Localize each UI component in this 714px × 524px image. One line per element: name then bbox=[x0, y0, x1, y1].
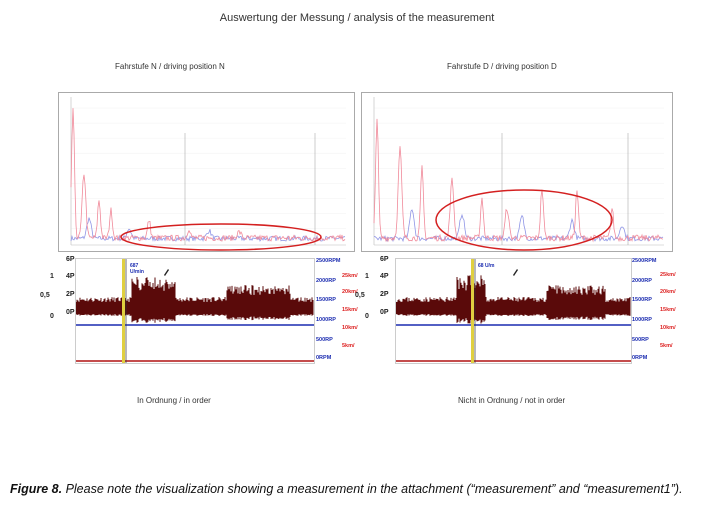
left-waveform-plot bbox=[76, 259, 314, 363]
left-waveform-panel: 687 U/min bbox=[75, 258, 315, 364]
left-marker-label: 687 U/min bbox=[130, 263, 144, 275]
pen-icon bbox=[164, 269, 169, 276]
speed-label: 20km/ bbox=[342, 289, 358, 295]
outer-axis-label: 0 bbox=[50, 313, 54, 320]
rpm-label: 1500RP bbox=[632, 297, 652, 303]
speed-label: 20km/ bbox=[660, 289, 676, 295]
right-status: Nicht in Ordnung / not in order bbox=[458, 396, 566, 405]
speed-label: 5km/ bbox=[660, 343, 673, 349]
rpm-label: 1000RP bbox=[632, 317, 652, 323]
rpm-label: 500RP bbox=[632, 337, 649, 343]
outer-axis-label: 0 bbox=[365, 313, 369, 320]
speed-label: 15km/ bbox=[660, 307, 676, 313]
speed-label: 25km/ bbox=[342, 273, 358, 279]
cursor-marker bbox=[471, 259, 474, 363]
rpm-label: 500RP bbox=[316, 337, 333, 343]
rpm-label: 2000RP bbox=[316, 278, 336, 284]
right-spectrum-plot bbox=[373, 97, 664, 251]
outer-axis-label: 0,5 bbox=[40, 292, 50, 299]
left-spectrum-plot bbox=[70, 97, 346, 251]
left-axis-label: 2P bbox=[66, 291, 75, 298]
rpm-label: 1000RP bbox=[316, 317, 336, 323]
rpm-label: 2500RPM bbox=[632, 258, 657, 264]
speed-label: 25km/ bbox=[660, 272, 676, 278]
outer-axis-label: 0,5 bbox=[355, 292, 365, 299]
left-axis-label: 6P bbox=[380, 256, 389, 263]
left-spectrum-panel bbox=[58, 92, 355, 252]
pen-icon bbox=[513, 269, 518, 276]
speed-label: 10km/ bbox=[342, 325, 358, 331]
spectrum-trace bbox=[373, 209, 664, 243]
speed-label: 5km/ bbox=[342, 343, 355, 349]
speed-label: 15km/ bbox=[342, 307, 358, 313]
rpm-label: 2500RPM bbox=[316, 258, 341, 264]
highlight-ellipse bbox=[120, 223, 322, 251]
highlight-ellipse bbox=[435, 189, 613, 251]
rpm-label: 0RPM bbox=[316, 355, 332, 361]
right-heading: Fahrstufe D / driving position D bbox=[447, 62, 557, 71]
figure-caption: Figure 8. Please note the visualization … bbox=[10, 480, 710, 498]
left-axis-label: 0P bbox=[66, 309, 75, 316]
figure-label: Figure 8. bbox=[10, 482, 63, 496]
right-waveform-plot bbox=[396, 259, 631, 363]
right-rpm-axis: 2500RPM 2000RP 1500RP 1000RP 500RP 0RPM … bbox=[632, 258, 680, 362]
left-axis-label: 0P bbox=[380, 309, 389, 316]
left-axis-label: 4P bbox=[66, 273, 75, 280]
outer-axis-label: 1 bbox=[50, 273, 54, 280]
spectrum-trace bbox=[70, 217, 346, 243]
left-axis-label: 6P bbox=[66, 256, 75, 263]
left-axis-label: 2P bbox=[380, 291, 389, 298]
left-rpm-axis: 2500RPM 2000RP 1500RP 1000RP 500RP 0RPM … bbox=[316, 258, 358, 362]
right-marker-label: 68 U/m bbox=[478, 263, 495, 269]
left-status: In Ordnung / in order bbox=[137, 396, 211, 405]
spectrum-trace bbox=[70, 108, 346, 242]
speed-label: 10km/ bbox=[660, 325, 676, 331]
left-heading: Fahrstufe N / driving position N bbox=[115, 62, 225, 71]
left-axis-label: 4P bbox=[380, 273, 389, 280]
right-spectrum-panel bbox=[361, 92, 673, 252]
spectrum-trace bbox=[373, 118, 664, 243]
right-waveform-panel: 68 U/m bbox=[395, 258, 632, 364]
page-title: Auswertung der Messung / analysis of the… bbox=[219, 12, 495, 24]
figure-text: Please note the visualization showing a … bbox=[62, 482, 683, 496]
rpm-label: 2000RP bbox=[632, 278, 652, 284]
cursor-marker bbox=[122, 259, 125, 363]
rpm-label: 0RPM bbox=[632, 355, 648, 361]
outer-axis-label: 1 bbox=[365, 273, 369, 280]
rpm-label: 1500RP bbox=[316, 297, 336, 303]
